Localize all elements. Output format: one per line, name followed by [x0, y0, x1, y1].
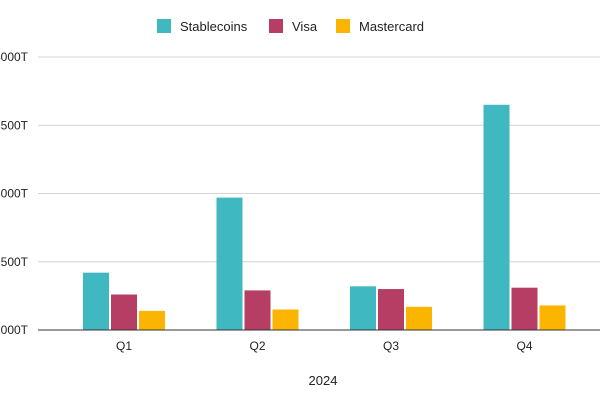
bar-stablecoins-q4 — [483, 104, 510, 331]
bar-mastercard-q1 — [139, 310, 165, 330]
legend-swatch-stablecoins — [157, 19, 171, 33]
bar-mastercard-q2 — [272, 309, 299, 330]
legend: Stablecoins Visa Mastercard — [157, 19, 424, 34]
bar-visa-q4 — [511, 287, 538, 330]
bar-stablecoins-q3 — [350, 286, 376, 330]
legend-label-mastercard: Mastercard — [359, 19, 424, 34]
legend-label-stablecoins: Stablecoins — [180, 19, 248, 34]
bars — [83, 104, 566, 331]
x-axis-title: 2024 — [309, 373, 338, 388]
x-axis-tick-labels: Q1 Q2 Q3 Q4 — [116, 339, 533, 353]
x-tick-label: Q3 — [383, 339, 399, 353]
bar-visa-q1 — [111, 294, 137, 330]
bar-mastercard-q4 — [539, 305, 566, 330]
legend-label-visa: Visa — [292, 19, 318, 34]
bar-mastercard-q3 — [406, 306, 432, 330]
bar-stablecoins-q1 — [83, 272, 109, 330]
x-tick-label: Q1 — [116, 339, 132, 353]
y-tick-label: 3000T — [0, 187, 29, 201]
y-axis-tick-labels: 2000T 2500T 3000T 3500T 4000T — [0, 50, 29, 337]
legend-swatch-mastercard — [336, 19, 350, 33]
y-tick-label: 4000T — [0, 50, 29, 64]
bar-visa-q2 — [244, 290, 271, 330]
bar-visa-q3 — [378, 289, 404, 330]
y-tick-label: 2000T — [0, 323, 29, 337]
y-tick-label: 2500T — [0, 255, 29, 269]
legend-swatch-visa — [269, 19, 283, 33]
y-tick-label: 3500T — [0, 118, 29, 132]
x-tick-label: Q4 — [516, 339, 532, 353]
bar-stablecoins-q2 — [216, 197, 243, 330]
gridlines — [38, 56, 600, 263]
x-tick-label: Q2 — [249, 339, 265, 353]
